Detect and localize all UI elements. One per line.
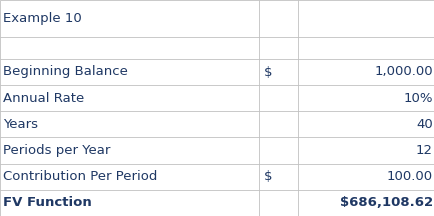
Text: 100.00: 100.00: [386, 170, 432, 183]
Text: Periods per Year: Periods per Year: [3, 144, 111, 157]
Text: Contribution Per Period: Contribution Per Period: [3, 170, 158, 183]
Text: Example 10: Example 10: [3, 12, 82, 25]
Text: FV Function: FV Function: [3, 196, 92, 209]
Text: 10%: 10%: [402, 92, 432, 105]
Text: 40: 40: [415, 118, 432, 131]
Text: 1,000.00: 1,000.00: [373, 65, 432, 78]
Text: $686,108.62: $686,108.62: [339, 196, 432, 209]
Text: Annual Rate: Annual Rate: [3, 92, 85, 105]
Text: 12: 12: [415, 144, 432, 157]
Text: $: $: [263, 170, 272, 183]
Text: Years: Years: [3, 118, 38, 131]
Text: $: $: [263, 65, 272, 78]
Text: Beginning Balance: Beginning Balance: [3, 65, 128, 78]
